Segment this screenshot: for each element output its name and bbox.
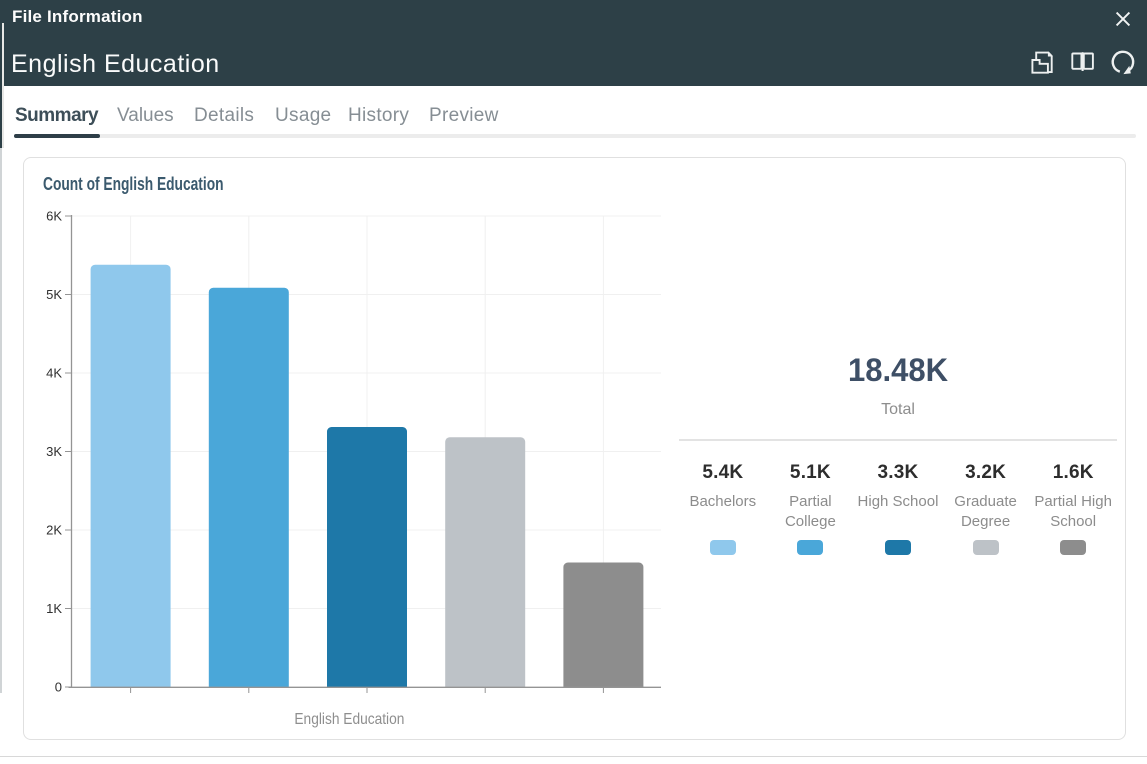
svg-text:2K: 2K bbox=[46, 523, 62, 538]
svg-text:4K: 4K bbox=[46, 366, 62, 381]
svg-text:1K: 1K bbox=[46, 601, 62, 616]
svg-text:5K: 5K bbox=[46, 287, 62, 302]
svg-text:English Education: English Education bbox=[294, 711, 404, 728]
svg-text:6K: 6K bbox=[46, 209, 62, 224]
svg-text:3K: 3K bbox=[46, 444, 62, 459]
svg-text:0: 0 bbox=[55, 680, 62, 695]
